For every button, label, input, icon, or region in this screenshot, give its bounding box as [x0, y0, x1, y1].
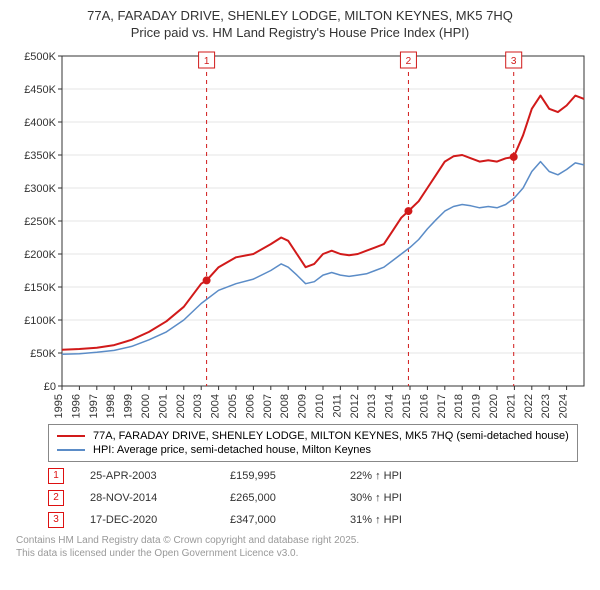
svg-text:2004: 2004	[210, 394, 222, 418]
svg-text:2003: 2003	[192, 394, 204, 418]
svg-text:£500K: £500K	[24, 51, 56, 63]
svg-text:2022: 2022	[523, 394, 535, 418]
chart-title: 77A, FARADAY DRIVE, SHENLEY LODGE, MILTO…	[8, 8, 592, 42]
svg-text:3: 3	[511, 56, 517, 67]
svg-text:£150K: £150K	[24, 282, 56, 294]
chart-svg: £0 £50K £100K £150K £200K £250K £300K £350K £400…	[8, 48, 592, 418]
svg-text:£450K: £450K	[24, 84, 56, 96]
svg-text:1: 1	[204, 56, 210, 67]
svg-text:1996: 1996	[70, 394, 82, 418]
svg-text:2018: 2018	[453, 394, 465, 418]
annotation-date: 25-APR-2003	[90, 470, 230, 482]
svg-text:2012: 2012	[349, 394, 361, 418]
svg-text:2023: 2023	[540, 394, 552, 418]
svg-text:2020: 2020	[488, 394, 500, 418]
svg-text:2015: 2015	[401, 394, 413, 418]
svg-text:£100K: £100K	[24, 315, 56, 327]
svg-text:2006: 2006	[244, 394, 256, 418]
svg-text:£300K: £300K	[24, 183, 56, 195]
legend: 77A, FARADAY DRIVE, SHENLEY LODGE, MILTO…	[48, 424, 578, 462]
svg-text:2013: 2013	[366, 394, 378, 418]
svg-text:£350K: £350K	[24, 150, 56, 162]
legend-label: HPI: Average price, semi-detached house,…	[93, 444, 371, 456]
svg-text:£200K: £200K	[24, 249, 56, 261]
svg-text:1998: 1998	[105, 394, 117, 418]
svg-text:2016: 2016	[418, 394, 430, 418]
svg-text:£0: £0	[44, 381, 56, 393]
annotation-table: 1 25-APR-2003 £159,995 22% ↑ HPI 2 28-NO…	[48, 468, 592, 528]
svg-text:2002: 2002	[175, 394, 187, 418]
annotation-price: £265,000	[230, 492, 350, 504]
svg-text:2009: 2009	[297, 394, 309, 418]
svg-text:2011: 2011	[331, 394, 343, 418]
svg-text:2024: 2024	[558, 394, 570, 418]
legend-swatch	[57, 435, 85, 438]
svg-text:1999: 1999	[123, 394, 135, 418]
svg-text:2: 2	[406, 56, 412, 67]
footer-line-1: Contains HM Land Registry data © Crown c…	[16, 534, 592, 547]
svg-text:£250K: £250K	[24, 216, 56, 228]
legend-item: HPI: Average price, semi-detached house,…	[57, 443, 569, 457]
svg-text:2014: 2014	[384, 394, 396, 418]
svg-text:2005: 2005	[227, 394, 239, 418]
annotation-date: 17-DEC-2020	[90, 514, 230, 526]
annotation-marker-box: 3	[48, 512, 64, 528]
chart-plot: £0 £50K £100K £150K £200K £250K £300K £350K £400…	[8, 48, 592, 418]
annotation-hpi: 22% ↑ HPI	[350, 470, 402, 482]
svg-text:2017: 2017	[436, 394, 448, 418]
annotation-marker-box: 2	[48, 490, 64, 506]
svg-text:2000: 2000	[140, 394, 152, 418]
legend-swatch	[57, 449, 85, 451]
annotation-date: 28-NOV-2014	[90, 492, 230, 504]
svg-text:£50K: £50K	[30, 348, 56, 360]
title-line-1: 77A, FARADAY DRIVE, SHENLEY LODGE, MILTO…	[8, 8, 592, 25]
svg-text:2019: 2019	[471, 394, 483, 418]
annotation-row: 2 28-NOV-2014 £265,000 30% ↑ HPI	[48, 490, 592, 506]
footer-attribution: Contains HM Land Registry data © Crown c…	[16, 534, 592, 560]
annotation-price: £159,995	[230, 470, 350, 482]
svg-text:£400K: £400K	[24, 117, 56, 129]
svg-text:2001: 2001	[157, 394, 169, 418]
legend-label: 77A, FARADAY DRIVE, SHENLEY LODGE, MILTO…	[93, 430, 569, 442]
svg-text:1995: 1995	[53, 394, 65, 418]
annotation-marker-box: 1	[48, 468, 64, 484]
svg-text:2021: 2021	[505, 394, 517, 418]
title-line-2: Price paid vs. HM Land Registry's House …	[8, 25, 592, 42]
svg-text:2008: 2008	[279, 394, 291, 418]
annotation-row: 3 17-DEC-2020 £347,000 31% ↑ HPI	[48, 512, 592, 528]
annotation-hpi: 30% ↑ HPI	[350, 492, 402, 504]
svg-text:2010: 2010	[314, 394, 326, 418]
annotation-price: £347,000	[230, 514, 350, 526]
footer-line-2: This data is licensed under the Open Gov…	[16, 547, 592, 560]
annotation-hpi: 31% ↑ HPI	[350, 514, 402, 526]
svg-text:1997: 1997	[88, 394, 100, 418]
svg-text:2007: 2007	[262, 394, 274, 418]
legend-item: 77A, FARADAY DRIVE, SHENLEY LODGE, MILTO…	[57, 429, 569, 443]
annotation-row: 1 25-APR-2003 £159,995 22% ↑ HPI	[48, 468, 592, 484]
chart-container: 77A, FARADAY DRIVE, SHENLEY LODGE, MILTO…	[0, 0, 600, 564]
